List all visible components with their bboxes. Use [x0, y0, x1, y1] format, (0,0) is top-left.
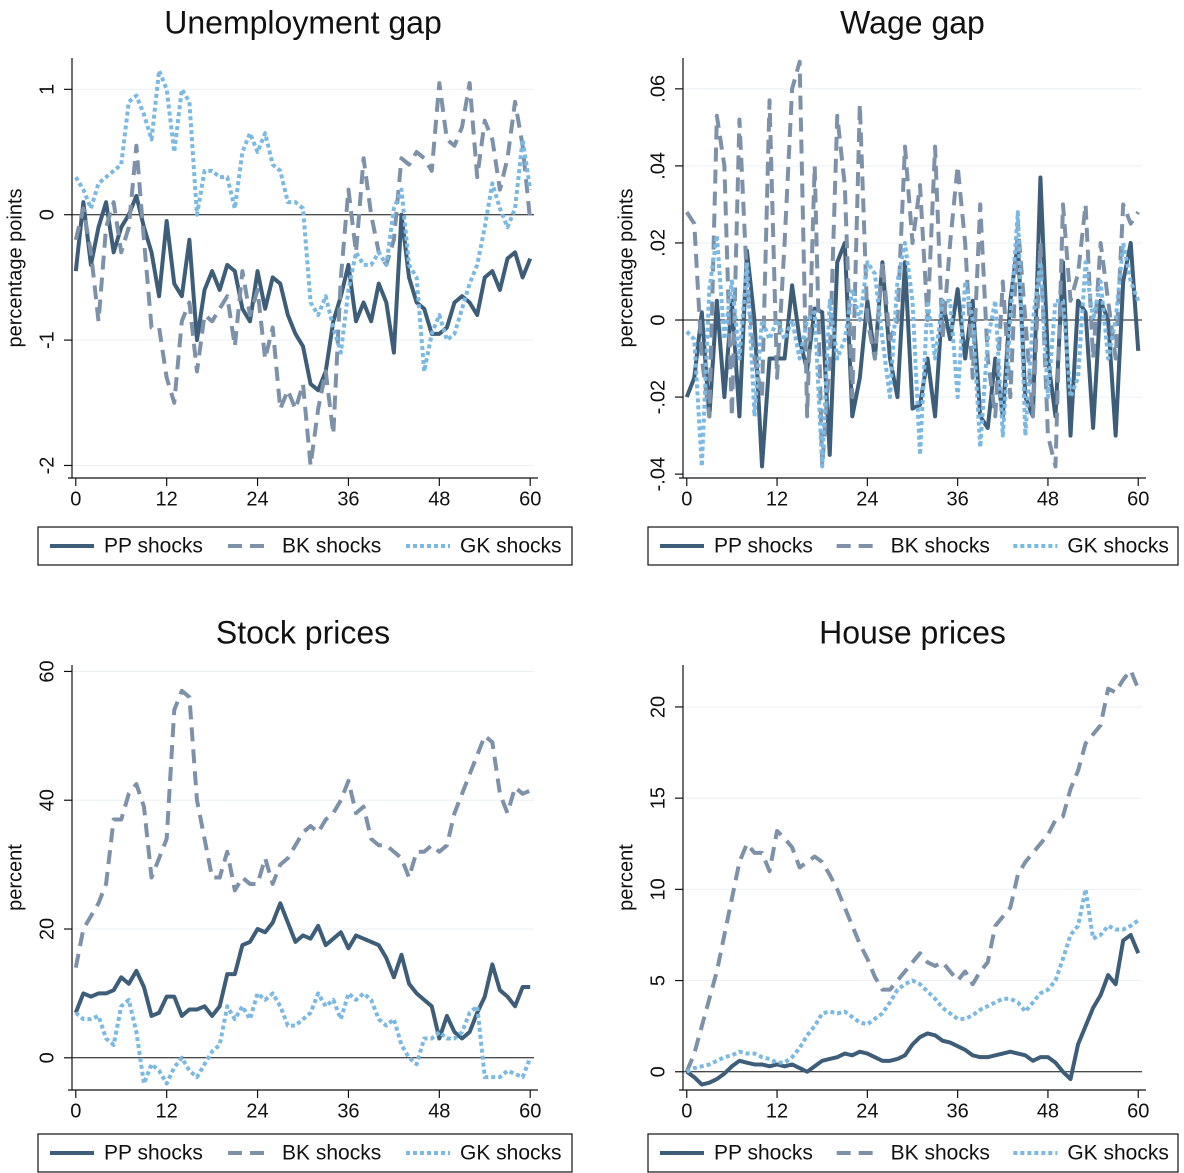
legend-label: PP shocks — [714, 535, 813, 558]
series-line — [74, 991, 533, 1086]
series-line — [685, 59, 1140, 469]
x-tick-label: 36 — [337, 1100, 359, 1122]
legend-label: BK shocks — [282, 535, 381, 558]
y-axis-title: percent — [4, 844, 26, 911]
legend-box — [37, 526, 573, 566]
y-tick-label: 15 — [647, 787, 669, 809]
y-tick-label: .02 — [647, 229, 669, 257]
series-line — [73, 81, 533, 468]
x-tick-label: 36 — [947, 1100, 969, 1122]
series-line — [685, 932, 1141, 1087]
chart-title: Stock prices — [216, 614, 390, 650]
y-tick-label: -2 — [36, 457, 58, 475]
x-tick-label: 24 — [246, 1100, 268, 1122]
legend-label: GK shocks — [460, 1142, 562, 1165]
y-tick-label: -.02 — [647, 380, 669, 414]
legend-label: GK shocks — [1067, 535, 1169, 558]
chart-title: Wage gap — [840, 4, 985, 40]
y-axis-title: percentage points — [4, 188, 26, 347]
x-tick-label: 0 — [70, 1100, 81, 1122]
y-axis-title: percent — [615, 844, 637, 911]
legend-box — [37, 1133, 573, 1173]
y-tick-label: 0 — [36, 209, 58, 220]
x-tick-label: 48 — [1037, 488, 1059, 510]
legend-label: GK shocks — [1067, 1142, 1169, 1165]
legend-label: PP shocks — [714, 1142, 813, 1165]
y-axis-title: percentage points — [615, 188, 637, 347]
x-tick-label: 24 — [246, 488, 268, 510]
x-tick-label: 48 — [428, 1100, 450, 1122]
x-tick-label: 0 — [681, 1100, 692, 1122]
chart-title: Unemployment gap — [164, 4, 441, 40]
panel: Stock prices 0 20 40 60 0 12 24 36 48 60 percent PP … — [4, 614, 573, 1173]
legend-box — [647, 1133, 1179, 1173]
y-tick-label: .06 — [647, 75, 669, 103]
x-tick-label: 60 — [1127, 488, 1149, 510]
y-tick-label: 5 — [647, 975, 669, 986]
x-tick-label: 36 — [947, 488, 969, 510]
legend-label: BK shocks — [282, 1142, 381, 1165]
y-tick-label: 20 — [647, 696, 669, 718]
y-tick-label: -1 — [36, 331, 58, 349]
x-tick-label: 60 — [519, 1100, 541, 1122]
x-tick-label: 12 — [766, 1100, 788, 1122]
series-line — [684, 668, 1141, 1073]
y-tick-label: 60 — [36, 660, 58, 682]
y-tick-label: 1 — [36, 84, 58, 95]
x-tick-label: 24 — [856, 488, 878, 510]
x-tick-label: 0 — [681, 488, 692, 510]
x-tick-label: 24 — [856, 1100, 878, 1122]
y-tick-label: -.04 — [647, 457, 669, 491]
x-tick-label: 12 — [156, 1100, 178, 1122]
legend-box — [647, 526, 1179, 566]
chart-title: House prices — [819, 614, 1006, 650]
legend-label: BK shocks — [891, 535, 990, 558]
series-line — [73, 688, 531, 969]
legend-label: BK shocks — [891, 1142, 990, 1165]
series-line — [685, 210, 1141, 469]
x-tick-label: 12 — [156, 488, 178, 510]
x-tick-label: 48 — [428, 488, 450, 510]
series-line — [74, 68, 533, 374]
y-tick-label: 20 — [36, 918, 58, 940]
series-line — [685, 887, 1140, 1074]
y-tick-label: 0 — [647, 1066, 669, 1077]
panel: Unemployment gap -2 -1 0 1 0 12 24 36 48 60 percent… — [4, 4, 573, 566]
x-tick-label: 60 — [519, 488, 541, 510]
y-tick-label: .04 — [647, 152, 669, 180]
panel: House prices 0 5 10 15 20 0 12 24 36 48 60 percent PP… — [615, 614, 1179, 1173]
y-tick-label: 40 — [36, 789, 58, 811]
x-tick-label: 48 — [1037, 1100, 1059, 1122]
y-tick-label: 10 — [647, 878, 669, 900]
series-line — [73, 193, 533, 393]
panel: Wage gap -.04 -.02 0 .02 .04 .06 0 12 24 36 48 60 per… — [615, 4, 1179, 566]
x-tick-label: 12 — [766, 488, 788, 510]
legend-label: GK shocks — [460, 535, 562, 558]
legend-label: PP shocks — [104, 535, 203, 558]
x-tick-label: 60 — [1127, 1100, 1149, 1122]
legend-label: PP shocks — [104, 1142, 203, 1165]
series-line — [73, 901, 531, 1041]
x-tick-label: 36 — [337, 488, 359, 510]
x-tick-label: 0 — [70, 488, 81, 510]
y-tick-label: 0 — [647, 314, 669, 325]
y-tick-label: 0 — [36, 1052, 58, 1063]
